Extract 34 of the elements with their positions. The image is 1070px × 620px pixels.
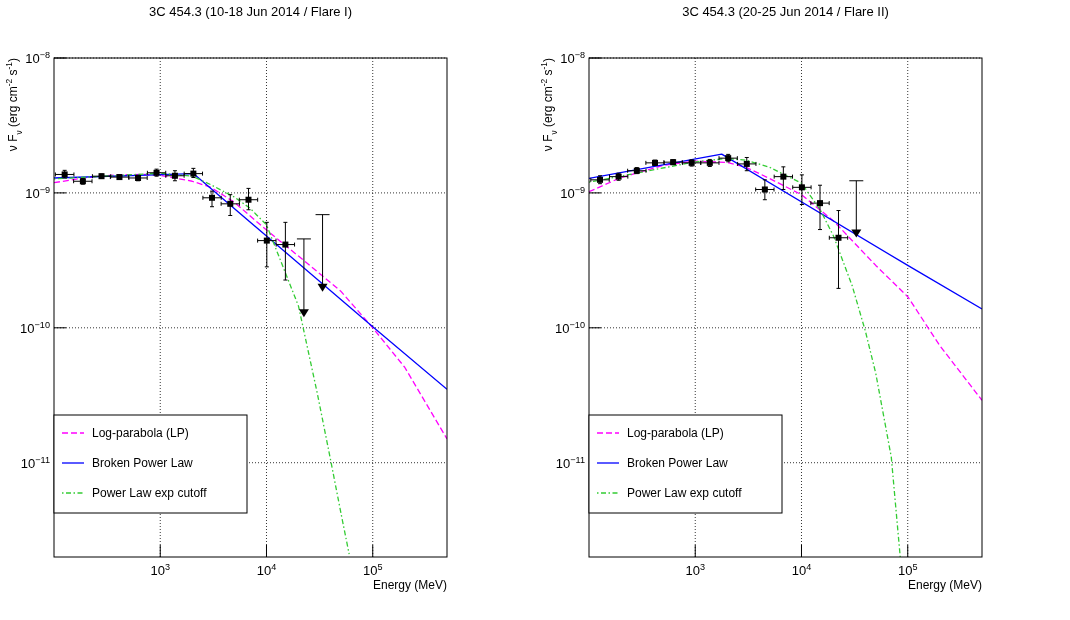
point: [817, 200, 824, 207]
x-tick-label: 10$^{3}$: [685, 562, 706, 578]
x-tick-label: 10$^{5}$: [897, 562, 918, 578]
point: [761, 186, 768, 193]
point: [282, 241, 289, 248]
y-tick-label: 10$^{−11}$: [20, 454, 50, 471]
x-axis-title: Energy (MeV): [372, 578, 447, 592]
y-tick-label: 10$^{−9}$: [25, 184, 50, 201]
point: [263, 237, 270, 244]
x-axis-title: Energy (MeV): [907, 578, 982, 592]
x-tick-label: 10$^{3}$: [150, 562, 171, 578]
y-tick-label: 10$^{−10}$: [555, 319, 585, 336]
y-tick-label: 10$^{−8}$: [25, 50, 50, 66]
x-tick-label: 10$^{4}$: [791, 562, 812, 578]
point: [798, 184, 805, 191]
legend-label: Broken Power Law: [92, 456, 194, 470]
point: [780, 173, 787, 180]
chart-title: 3C 454.3 (10-18 Jun 2014 / Flare I): [148, 4, 353, 19]
point: [227, 200, 234, 207]
y-tick-label: 10$^{−11}$: [555, 454, 585, 471]
point: [835, 234, 842, 241]
x-tick-label: 10$^{4}$: [256, 562, 277, 578]
y-tick-label: 10$^{−10}$: [20, 319, 50, 336]
point: [209, 194, 215, 201]
legend-label: Power Law exp cutoff: [92, 486, 208, 500]
legend-label: Log-parabola (LP): [627, 426, 724, 440]
chart-title: 3C 454.3 (20-25 Jun 2014 / Flare II): [682, 4, 889, 19]
y-tick-label: 10$^{−9}$: [560, 184, 585, 201]
legend-label: Log-parabola (LP): [92, 426, 189, 440]
legend-label: Power Law exp cutoff: [627, 486, 743, 500]
legend-label: Broken Power Law: [627, 456, 729, 470]
y-tick-label: 10$^{−8}$: [560, 50, 585, 66]
point: [245, 196, 252, 203]
x-tick-label: 10$^{5}$: [362, 562, 383, 578]
